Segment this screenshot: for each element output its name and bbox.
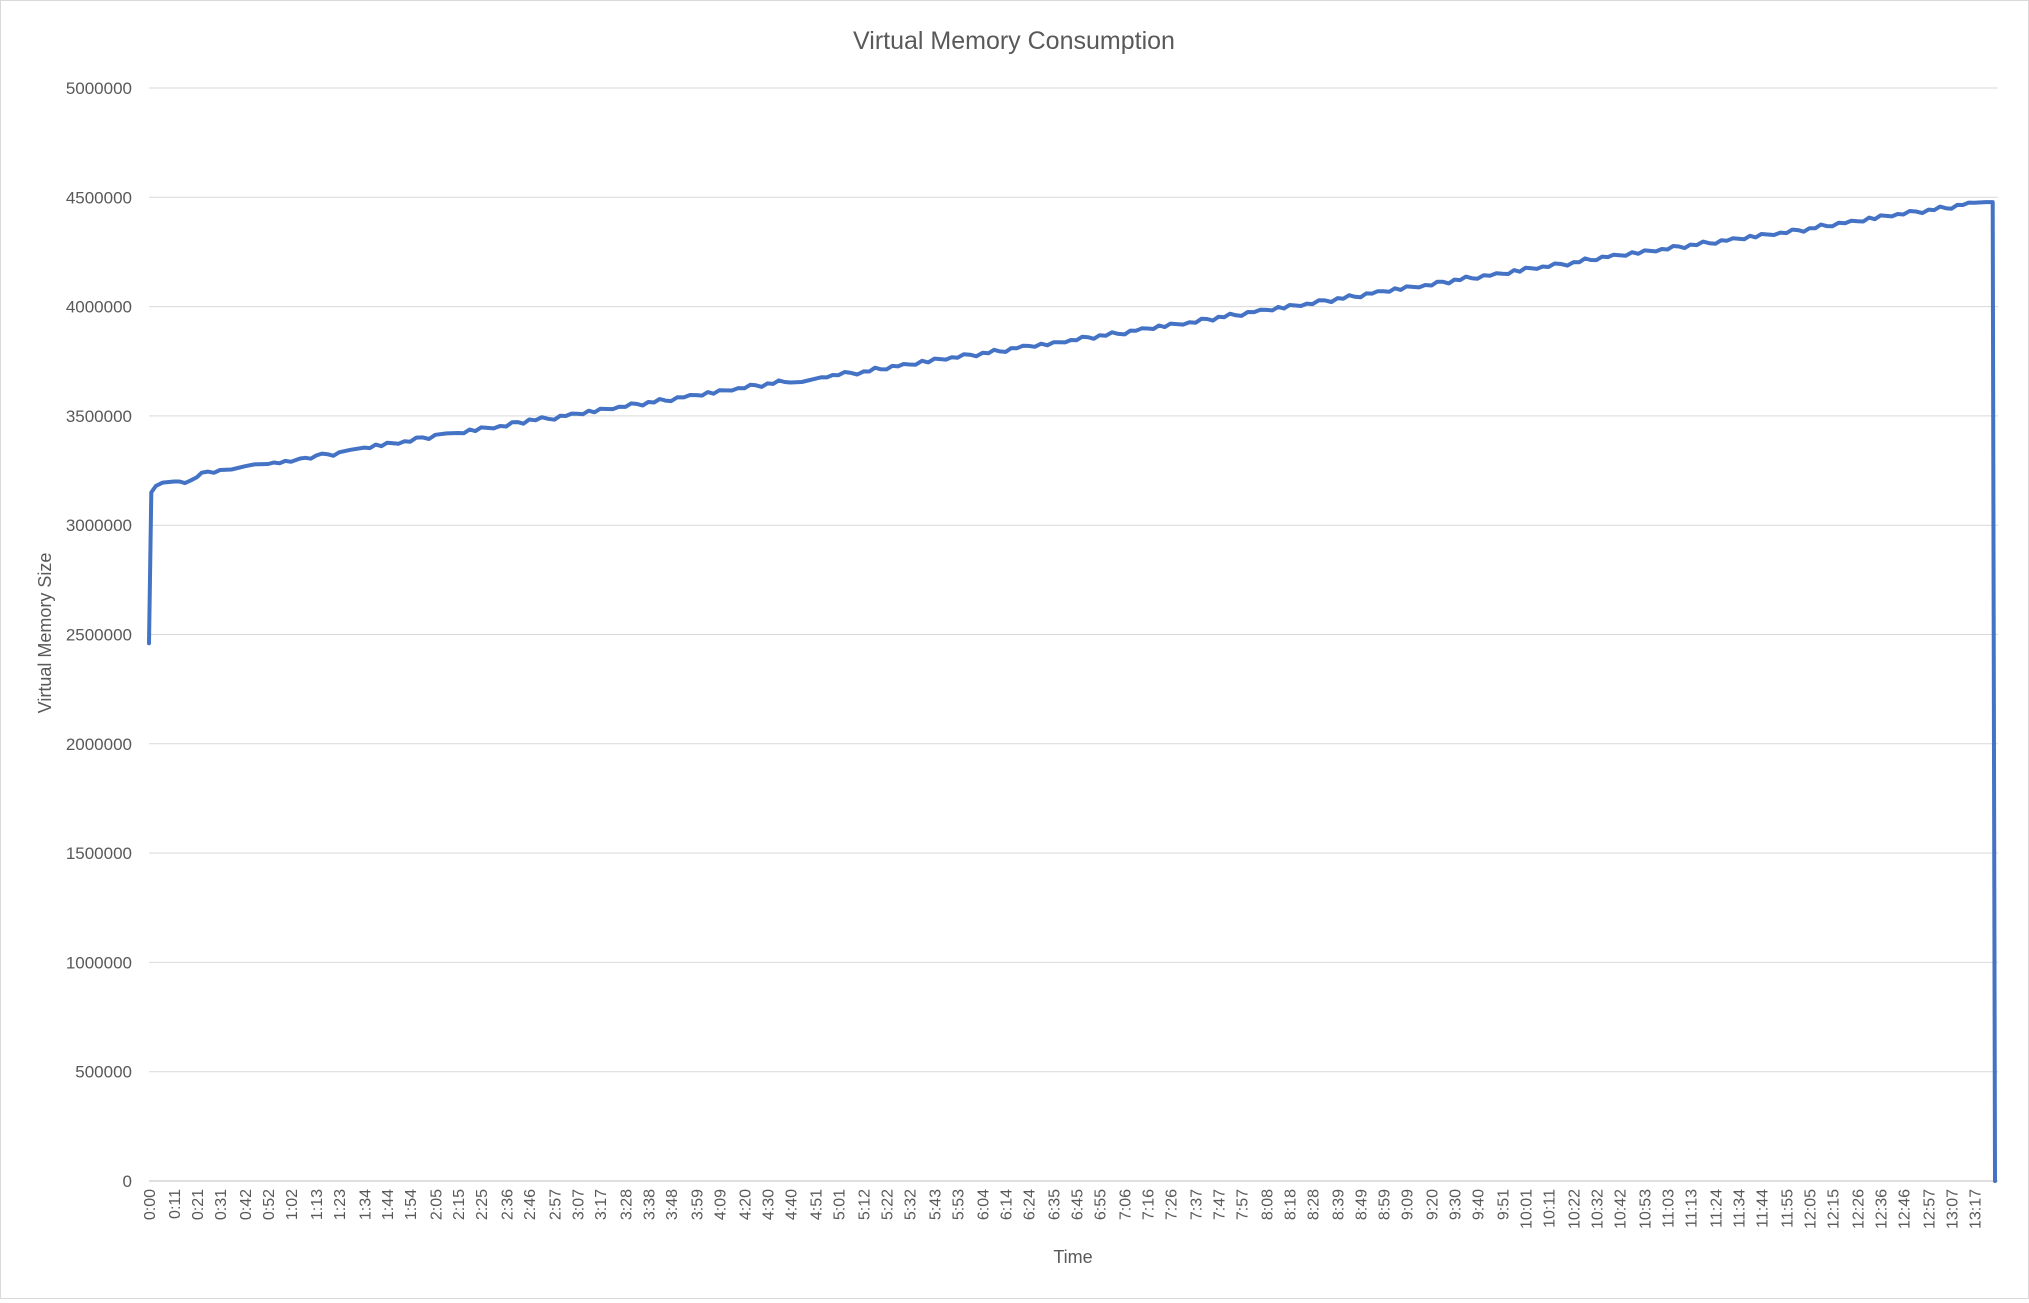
- x-tick-label: 8:49: [1354, 1189, 1371, 1220]
- y-tick-label: 3000000: [66, 516, 132, 535]
- x-tick-label: 4:30: [760, 1189, 777, 1220]
- x-tick-label: 4:51: [808, 1189, 825, 1220]
- x-tick-label: 3:28: [618, 1189, 635, 1220]
- chart-title: Virtual Memory Consumption: [853, 27, 1175, 55]
- y-tick-label: 500000: [75, 1063, 132, 1082]
- x-tick-label: 4:09: [712, 1189, 729, 1220]
- x-tick-label: 12:57: [1922, 1189, 1939, 1229]
- y-tick-label: 4500000: [66, 188, 132, 207]
- x-tick-label: 11:44: [1754, 1189, 1771, 1228]
- x-tick-label: 12:05: [1802, 1189, 1819, 1229]
- x-tick-label: 10:53: [1638, 1189, 1655, 1229]
- x-tick-label: 6:04: [976, 1189, 993, 1220]
- x-tick-label: 10:11: [1541, 1189, 1558, 1228]
- x-tick-label: 11:34: [1731, 1189, 1748, 1228]
- x-tick-label: 10:01: [1518, 1189, 1535, 1229]
- x-tick-label: 10:32: [1589, 1189, 1606, 1229]
- x-tick-label: 5:01: [831, 1189, 848, 1220]
- x-tick-label: 12:26: [1851, 1189, 1868, 1229]
- x-tick-label: 9:30: [1447, 1189, 1464, 1220]
- y-tick-label: 3500000: [66, 407, 132, 426]
- x-tick-label: 3:07: [570, 1189, 587, 1220]
- x-tick-label: 0:21: [190, 1189, 207, 1220]
- x-tick-label: 5:53: [950, 1189, 967, 1220]
- x-tick-label: 5:43: [928, 1189, 945, 1220]
- x-tick-label: 1:44: [380, 1189, 397, 1220]
- x-tick-label: 5:22: [879, 1189, 896, 1220]
- x-tick-label: 0:52: [261, 1189, 278, 1220]
- x-tick-label: 1:02: [284, 1189, 301, 1220]
- x-tick-label: 2:36: [499, 1189, 516, 1220]
- x-tick-label: 8:18: [1283, 1189, 1300, 1220]
- x-tick-label: 9:40: [1470, 1189, 1487, 1220]
- y-tick-label: 1000000: [66, 953, 132, 972]
- x-tick-label: 8:08: [1260, 1189, 1277, 1220]
- y-tick-label: 0: [123, 1172, 132, 1191]
- x-tick-label: 0:42: [238, 1189, 255, 1220]
- gridlines: [149, 87, 1998, 1182]
- x-tick-label: 3:59: [689, 1189, 706, 1220]
- x-tick-label: 6:14: [999, 1189, 1016, 1220]
- x-tick-label: 10:22: [1567, 1189, 1584, 1229]
- x-tick-label: 3:48: [664, 1189, 681, 1220]
- x-tick-label: 6:35: [1047, 1189, 1064, 1220]
- x-tick-label: 10:42: [1612, 1189, 1629, 1229]
- x-tick-label: 7:16: [1141, 1189, 1158, 1220]
- x-tick-label: 11:55: [1780, 1189, 1797, 1228]
- x-tick-label: 6:45: [1070, 1189, 1087, 1220]
- x-tick-label: 2:25: [474, 1189, 491, 1220]
- x-tick-label: 4:20: [737, 1189, 754, 1220]
- x-tick-label: 6:55: [1092, 1189, 1109, 1220]
- x-tick-label: 2:46: [522, 1189, 539, 1220]
- x-tick-label: 2:15: [451, 1189, 468, 1220]
- y-tick-label: 5000000: [66, 79, 132, 98]
- x-tick-label: 12:36: [1873, 1189, 1890, 1229]
- y-tick-label: 1500000: [66, 844, 132, 863]
- x-tick-label: 0:00: [142, 1189, 159, 1220]
- x-tick-label: 9:51: [1496, 1189, 1513, 1220]
- x-tick-label: 7:47: [1212, 1189, 1229, 1220]
- x-tick-label: 11:24: [1709, 1189, 1726, 1228]
- y-tick-label: 4000000: [66, 298, 132, 317]
- y-tick-label: 2500000: [66, 626, 132, 645]
- x-tick-label: 7:57: [1234, 1189, 1251, 1220]
- x-tick-label: 7:26: [1163, 1189, 1180, 1220]
- x-tick-label: 4:40: [783, 1189, 800, 1220]
- x-tick-label: 9:09: [1399, 1189, 1416, 1220]
- y-tick-labels: 0 500000 1000000 1500000 2000000 2500000 30000…: [66, 79, 132, 1191]
- x-tick-label: 7:37: [1189, 1189, 1206, 1220]
- x-tick-label: 1:34: [357, 1189, 374, 1220]
- x-tick-label: 2:57: [547, 1189, 564, 1220]
- x-tick-label: 3:38: [641, 1189, 658, 1220]
- x-tick-label: 8:28: [1305, 1189, 1322, 1220]
- x-tick-label: 6:24: [1021, 1189, 1038, 1220]
- x-tick-label: 2:05: [428, 1189, 445, 1220]
- x-tick-label: 1:54: [403, 1189, 420, 1220]
- x-tick-label: 13:17: [1967, 1189, 1984, 1229]
- x-tick-label: 13:07: [1944, 1189, 1961, 1229]
- x-tick-label: 7:06: [1118, 1189, 1135, 1220]
- x-tick-label: 12:15: [1825, 1189, 1842, 1229]
- x-tick-label: 3:17: [593, 1189, 610, 1220]
- y-tick-label: 2000000: [66, 735, 132, 754]
- x-tick-label: 8:39: [1331, 1189, 1348, 1220]
- x-tick-label: 1:23: [332, 1189, 349, 1220]
- x-tick-label: 1:13: [309, 1189, 326, 1220]
- x-tick-label: 5:12: [857, 1189, 874, 1220]
- x-tick-labels: 0:00 0:11 0:21 0:31 0:42 0:52 1:02 1:13 1:23 1:34…: [142, 1189, 1984, 1229]
- x-tick-label: 5:32: [902, 1189, 919, 1220]
- x-tick-label: 0:11: [167, 1189, 184, 1219]
- x-tick-label: 0:31: [213, 1189, 230, 1220]
- x-tick-label: 11:03: [1660, 1189, 1677, 1228]
- x-tick-label: 8:59: [1376, 1189, 1393, 1220]
- series-line-0: [147, 200, 1997, 1183]
- x-tick-label: 11:13: [1683, 1189, 1700, 1228]
- y-axis-label: Virtual Memory Size: [35, 553, 55, 714]
- series-layer: [147, 200, 1997, 1183]
- x-axis-label: Time: [1053, 1247, 1092, 1267]
- x-tick-label: 12:46: [1896, 1189, 1913, 1229]
- x-tick-label: 9:20: [1425, 1189, 1442, 1220]
